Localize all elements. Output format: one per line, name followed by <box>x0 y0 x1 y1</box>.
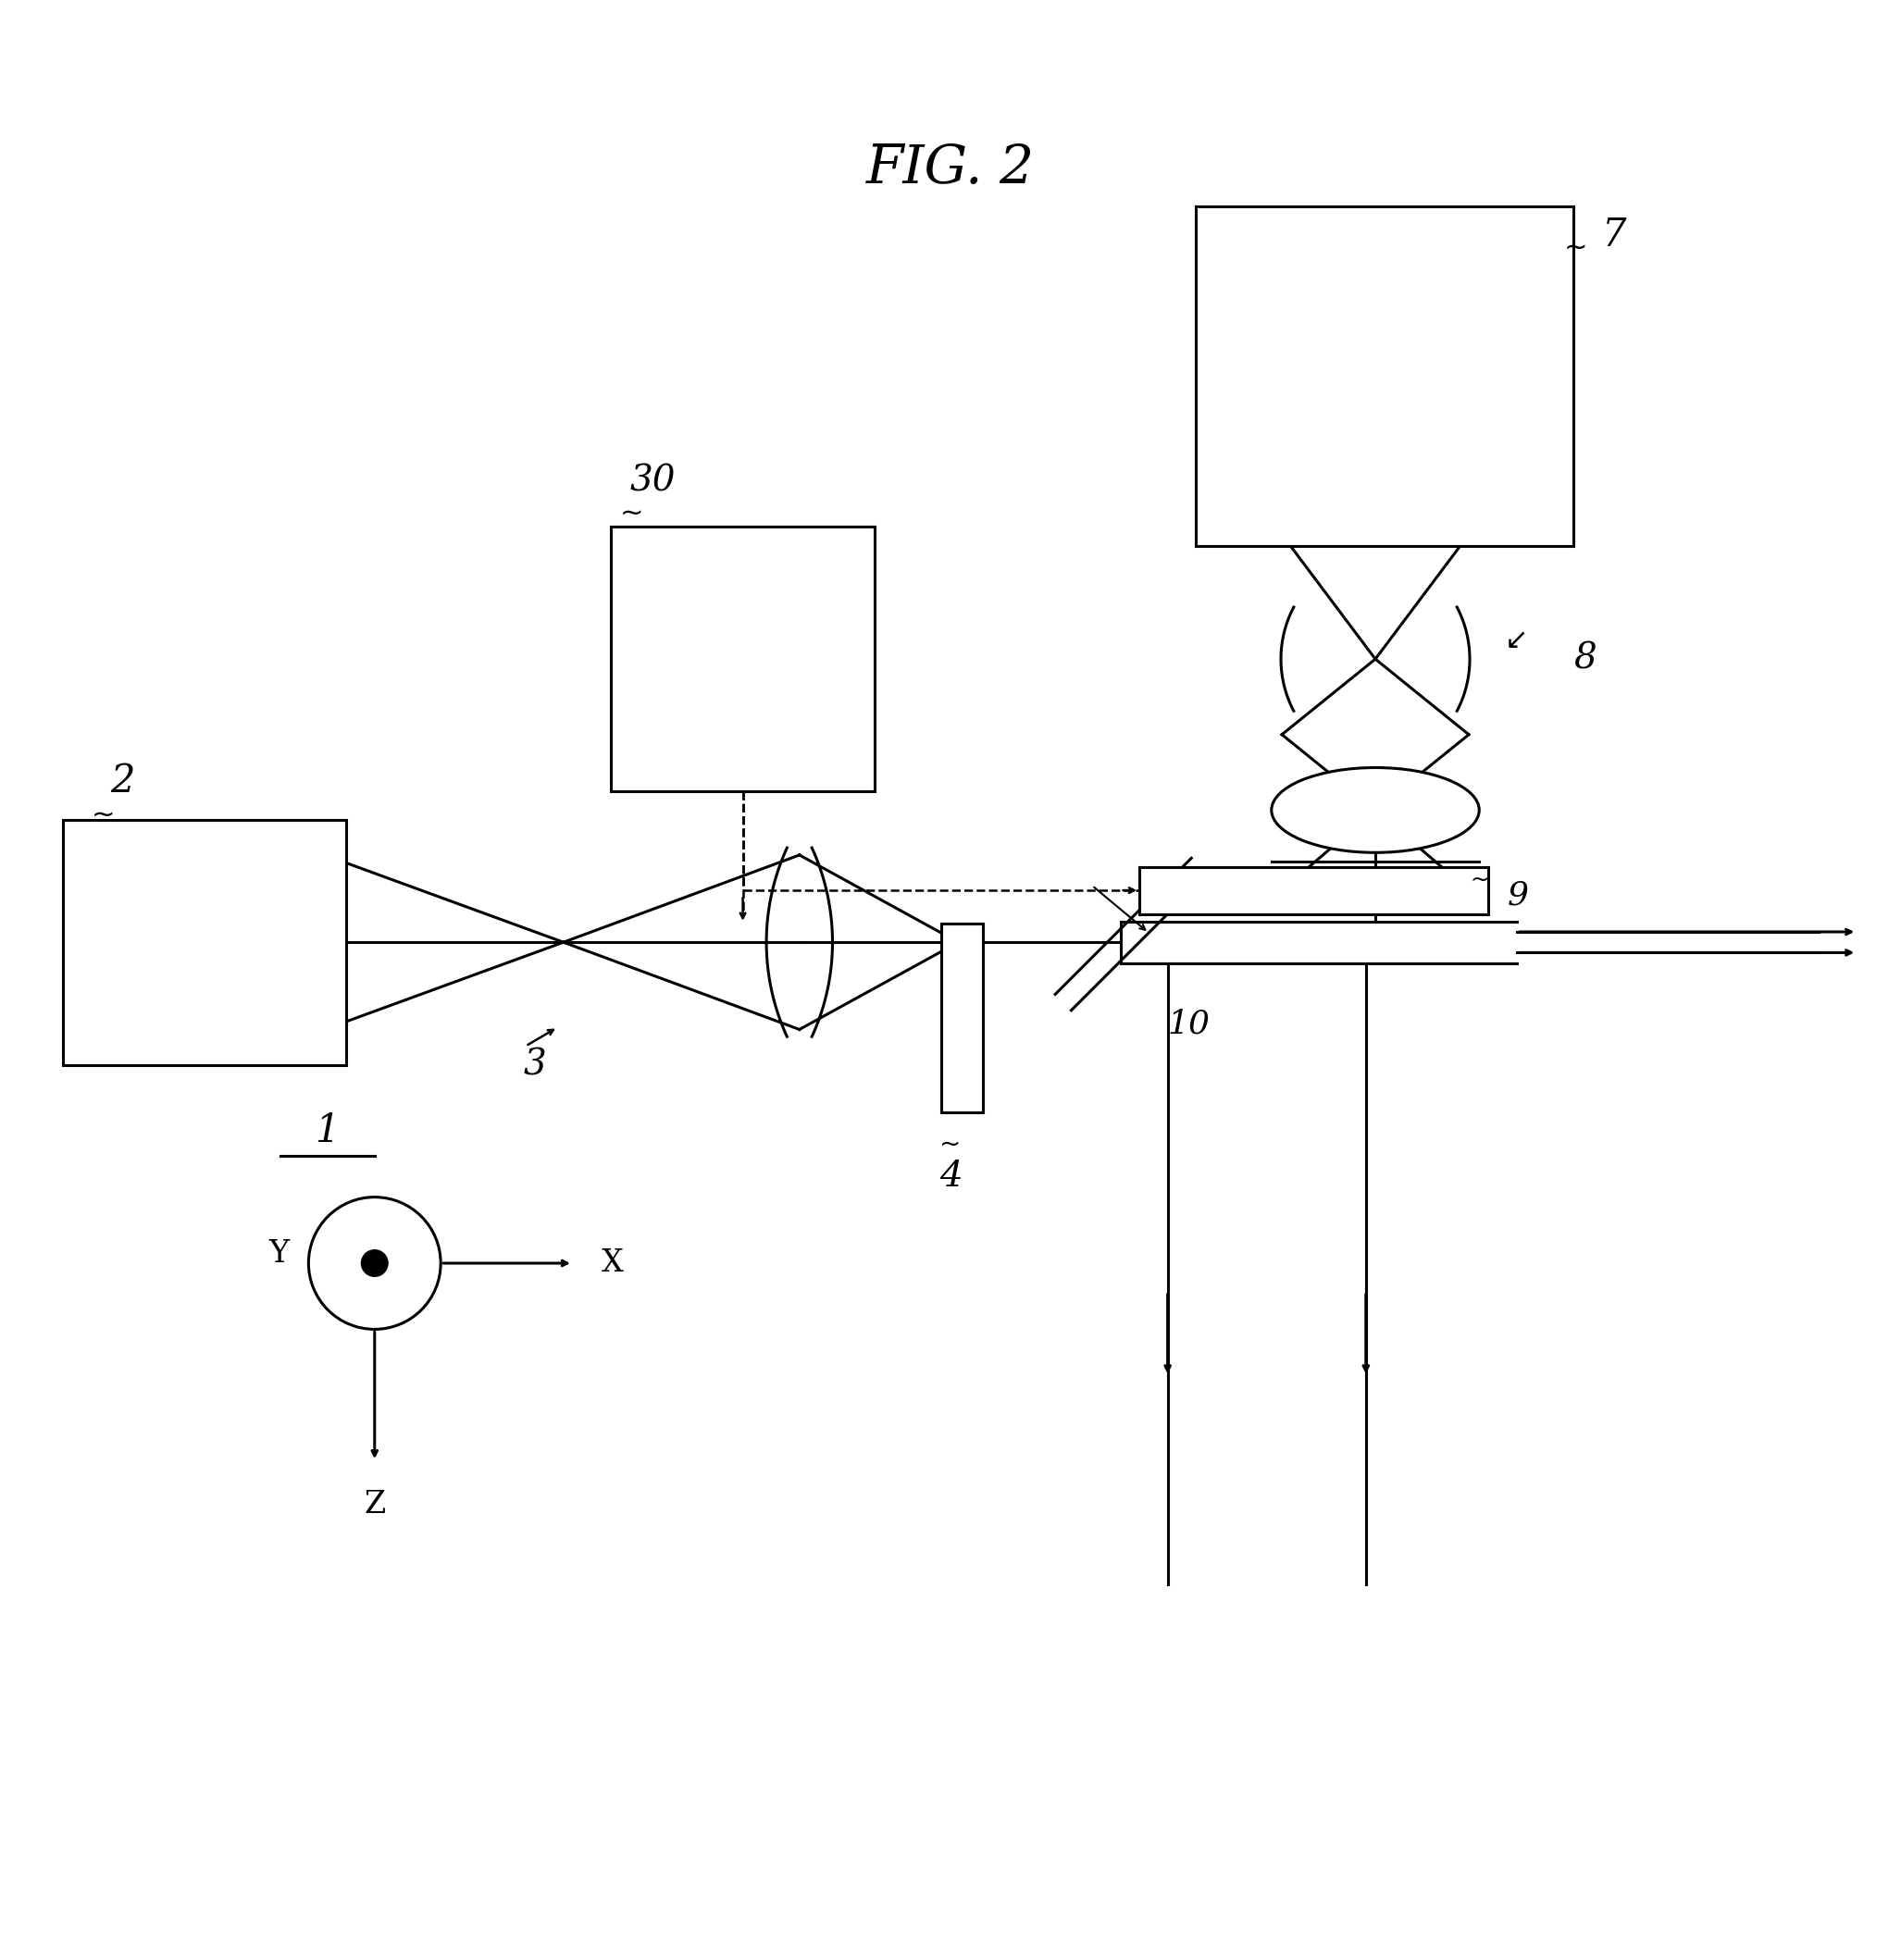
Text: 8: 8 <box>1574 643 1597 676</box>
Circle shape <box>361 1250 388 1276</box>
Text: 3: 3 <box>523 1049 547 1082</box>
Text: $\swarrow$: $\swarrow$ <box>1500 627 1527 653</box>
Bar <box>1196 206 1574 545</box>
Text: FIG. 2: FIG. 2 <box>867 141 1034 194</box>
Text: Y: Y <box>270 1239 289 1268</box>
Text: 1: 1 <box>316 1111 340 1151</box>
Text: ~: ~ <box>91 802 114 829</box>
Ellipse shape <box>1272 768 1479 853</box>
Text: 2: 2 <box>110 762 135 800</box>
Bar <box>941 923 983 1111</box>
Text: 30: 30 <box>629 465 675 498</box>
Text: ~: ~ <box>939 1131 962 1156</box>
Text: X: X <box>601 1249 624 1278</box>
Text: ~: ~ <box>1469 868 1488 892</box>
Text: 9: 9 <box>1507 880 1528 911</box>
Bar <box>610 527 874 792</box>
Bar <box>1139 866 1488 913</box>
Text: 10: 10 <box>1167 1007 1211 1041</box>
Text: ~: ~ <box>620 500 644 527</box>
Text: ~: ~ <box>1565 235 1587 261</box>
Text: 7: 7 <box>1603 216 1627 255</box>
Bar <box>63 819 346 1064</box>
Text: Z: Z <box>363 1490 386 1519</box>
Text: 4: 4 <box>939 1160 962 1194</box>
